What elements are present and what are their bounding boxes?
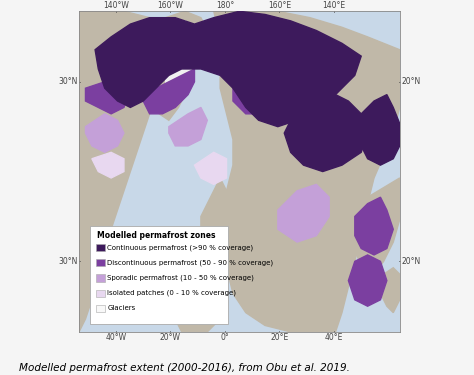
Polygon shape [169,107,207,146]
Bar [96,244,105,251]
Polygon shape [85,114,124,152]
Text: Modelled permafrost extent (2000-2016), from Obu et al. 2019.: Modelled permafrost extent (2000-2016), … [19,363,350,373]
Text: 20°W: 20°W [160,333,181,342]
Text: 140°W: 140°W [103,1,129,10]
Bar [96,274,105,282]
FancyBboxPatch shape [90,226,228,324]
Polygon shape [165,21,198,101]
Text: 20°N: 20°N [401,257,420,266]
Polygon shape [143,69,194,114]
Text: 20°N: 20°N [401,77,420,86]
Polygon shape [175,229,227,332]
Polygon shape [92,152,124,178]
Text: 40°W: 40°W [105,333,127,342]
Text: Discontinuous permafrost (50 - 90 % coverage): Discontinuous permafrost (50 - 90 % cove… [107,260,273,266]
Polygon shape [85,75,130,114]
Bar [96,304,105,312]
Text: 160°E: 160°E [268,1,291,10]
Polygon shape [92,11,191,75]
Text: Continuous permafrost (>90 % coverage): Continuous permafrost (>90 % coverage) [107,244,254,251]
Polygon shape [361,94,400,165]
Polygon shape [284,94,368,172]
Polygon shape [381,268,400,313]
Text: 20°E: 20°E [270,333,289,342]
Text: Glaciers: Glaciers [107,305,136,311]
Text: 180°: 180° [216,1,234,10]
Text: 0°: 0° [220,333,229,342]
Bar [96,290,105,297]
Polygon shape [156,11,207,120]
Text: 160°W: 160°W [157,1,183,10]
Text: Isolated patches (0 - 10 % coverage): Isolated patches (0 - 10 % coverage) [107,290,236,296]
Polygon shape [194,152,227,184]
Polygon shape [214,11,400,332]
Text: 40°E: 40°E [325,333,343,342]
Polygon shape [79,18,150,66]
Polygon shape [79,11,169,332]
Polygon shape [355,197,393,255]
Polygon shape [201,178,227,236]
Text: 30°N: 30°N [58,77,77,86]
Text: Sporadic permafrost (10 - 50 % coverage): Sporadic permafrost (10 - 50 % coverage) [107,275,254,281]
Polygon shape [95,11,361,127]
Polygon shape [355,178,400,274]
Bar [96,260,105,267]
Polygon shape [348,255,387,306]
Polygon shape [278,184,329,242]
Polygon shape [233,63,278,114]
Text: 30°N: 30°N [58,257,77,266]
Text: Modelled permafrost zones: Modelled permafrost zones [97,231,215,240]
Text: 140°E: 140°E [322,1,346,10]
